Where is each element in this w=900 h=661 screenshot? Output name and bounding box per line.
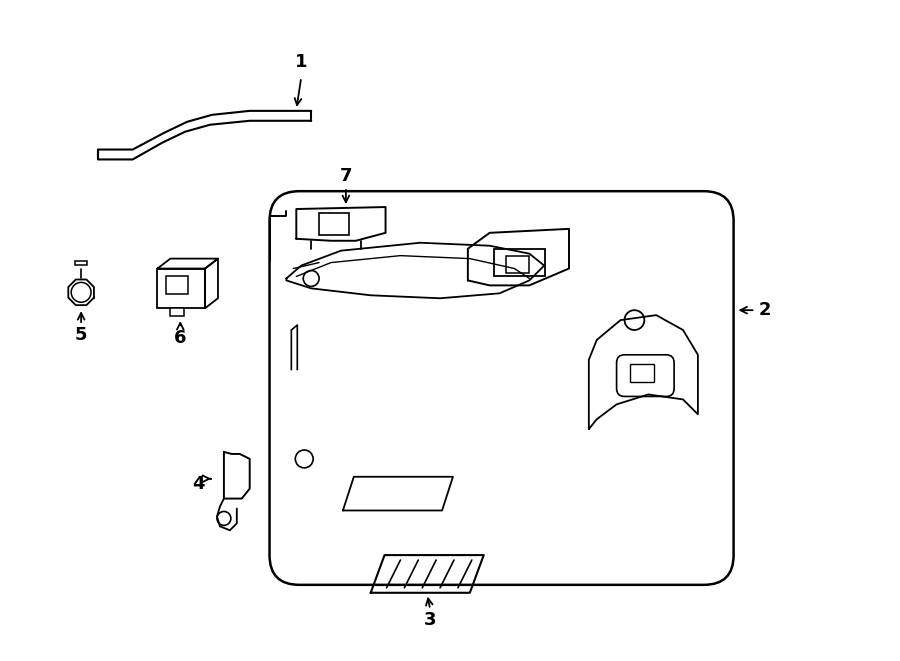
Text: 1: 1 — [295, 54, 308, 71]
Text: 4: 4 — [192, 475, 204, 492]
Text: 6: 6 — [174, 329, 186, 347]
Circle shape — [71, 282, 91, 302]
Bar — [158, 268, 205, 308]
FancyBboxPatch shape — [616, 355, 674, 397]
FancyBboxPatch shape — [269, 191, 734, 585]
Circle shape — [303, 270, 320, 286]
Text: 5: 5 — [75, 326, 87, 344]
Bar — [493, 249, 545, 276]
Text: 2: 2 — [759, 301, 771, 319]
Bar — [76, 260, 87, 264]
Bar — [631, 364, 654, 381]
Bar — [166, 276, 188, 294]
Text: 7: 7 — [339, 167, 352, 185]
Circle shape — [295, 450, 313, 468]
Circle shape — [217, 512, 231, 525]
Bar — [320, 213, 349, 235]
Text: 3: 3 — [424, 611, 436, 629]
Circle shape — [625, 310, 644, 330]
Bar — [506, 256, 529, 274]
Bar — [170, 308, 184, 316]
